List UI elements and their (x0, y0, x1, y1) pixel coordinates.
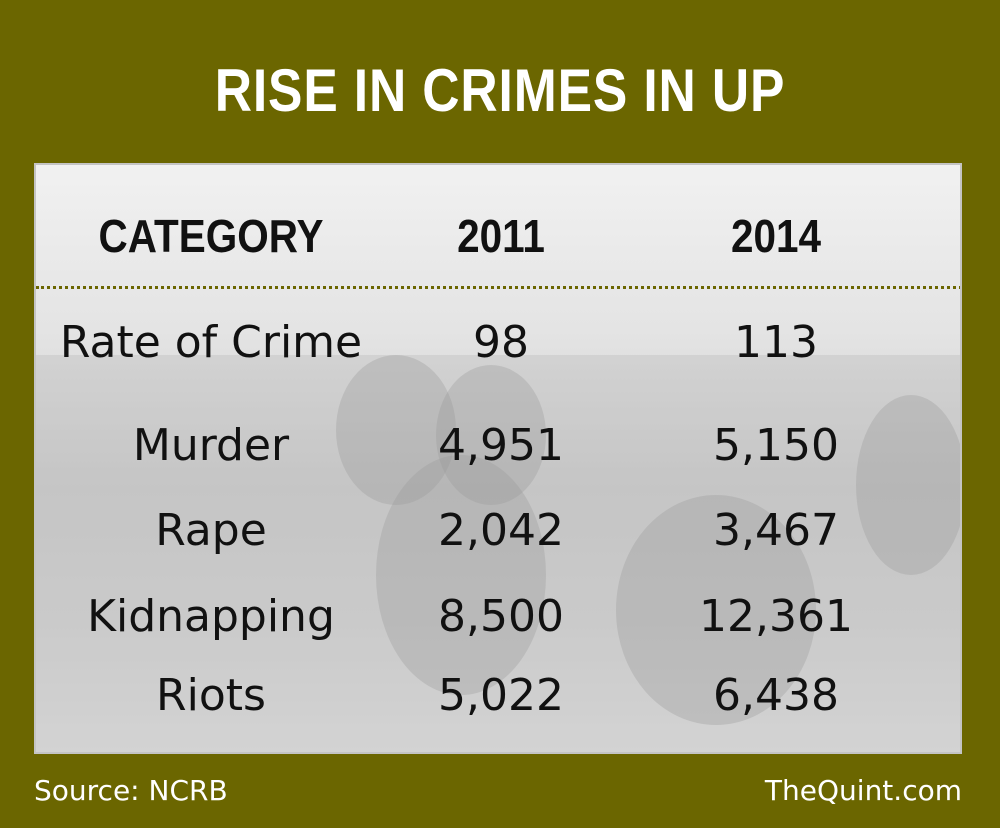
cell-rape-2014: 3,467 (713, 505, 839, 556)
background-figure (336, 355, 456, 505)
row-label-kidnapping: Kidnapping (87, 591, 335, 642)
row-label-rate-of-crime: Rate of Crime (59, 317, 363, 368)
data-table-panel: CATEGORY 2011 2014 Rate of Crime 98 113 … (34, 163, 962, 754)
background-figure (856, 395, 960, 575)
column-header-category: CATEGORY (98, 210, 324, 262)
header-divider (36, 286, 960, 289)
cell-rate-of-crime-2011: 98 (473, 317, 529, 368)
page-title: RISE IN CRIMES IN UP (214, 57, 786, 124)
row-label-rape: Rape (155, 505, 267, 556)
background-figure (616, 495, 816, 725)
background-figure (376, 455, 546, 695)
cell-kidnapping-2014: 12,361 (699, 591, 853, 642)
row-label-murder: Murder (132, 420, 290, 471)
source-note: Source: NCRB (34, 774, 228, 807)
cell-rate-of-crime-2014: 113 (734, 317, 818, 368)
column-header-2011: 2011 (457, 210, 545, 262)
background-photo (36, 355, 960, 752)
cell-riots-2014: 6,438 (713, 670, 839, 721)
cell-kidnapping-2011: 8,500 (438, 591, 564, 642)
brand-credit: TheQuint.com (764, 774, 962, 807)
background-figure (436, 365, 546, 505)
cell-murder-2014: 5,150 (713, 420, 839, 471)
row-label-riots: Riots (156, 670, 266, 721)
cell-riots-2011: 5,022 (438, 670, 564, 721)
column-header-2014: 2014 (730, 210, 822, 262)
cell-murder-2011: 4,951 (438, 420, 564, 471)
cell-rape-2011: 2,042 (438, 505, 564, 556)
